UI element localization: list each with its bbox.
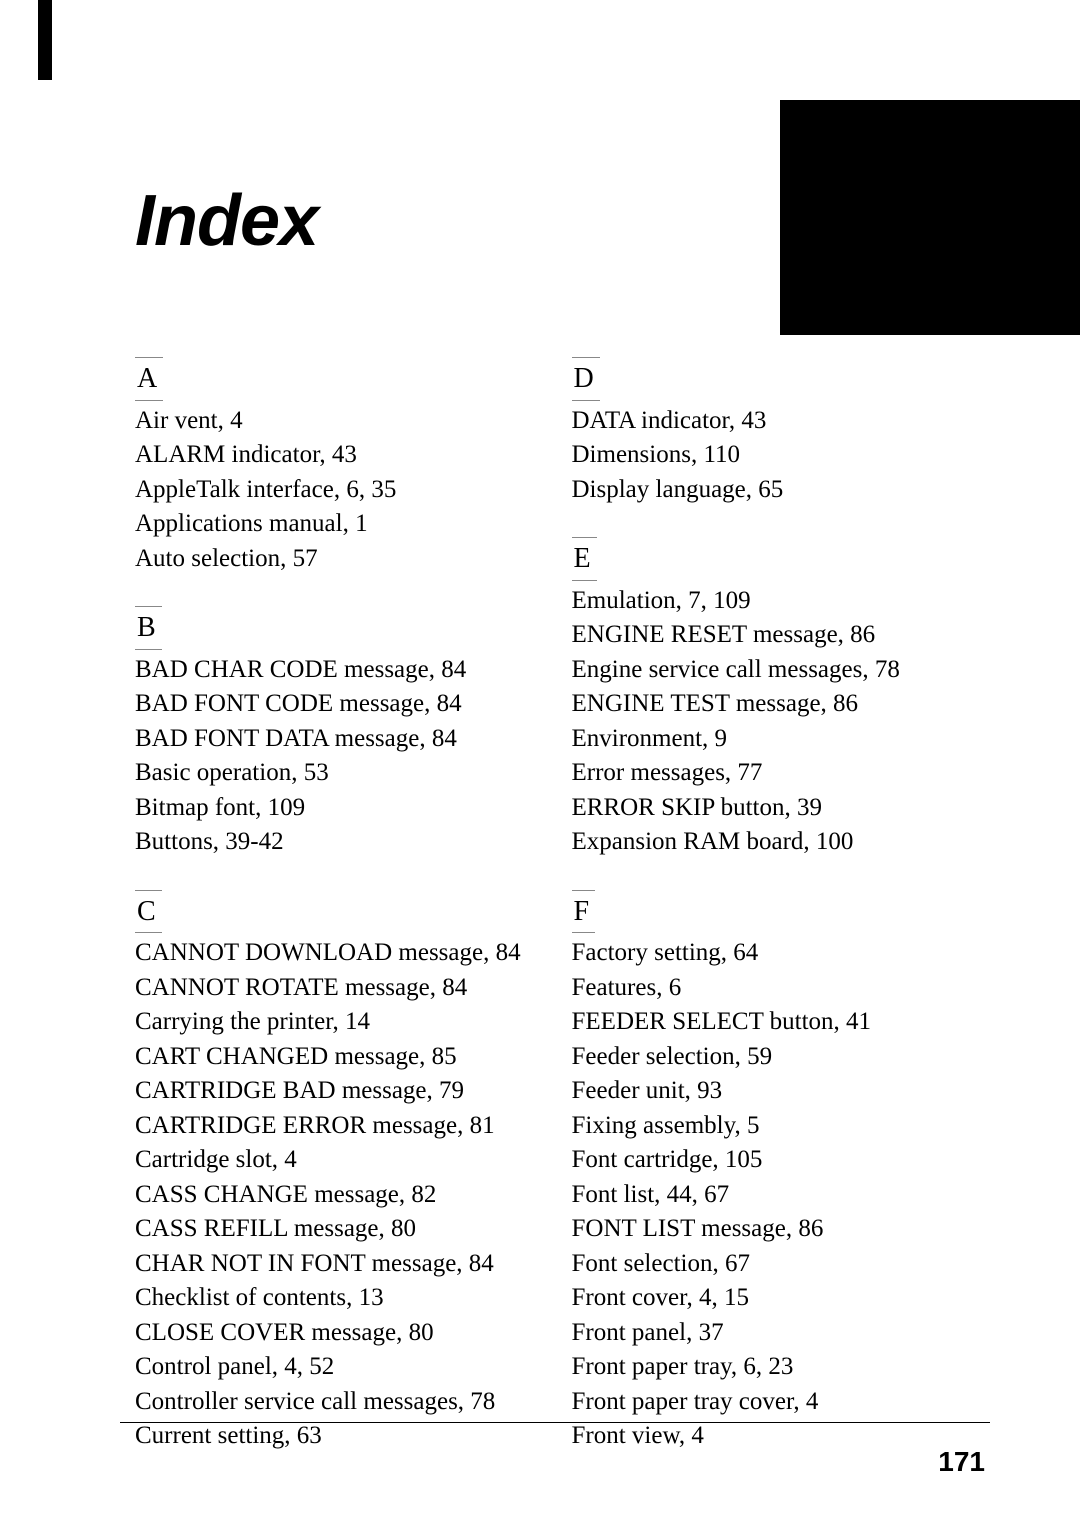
index-columns: A Air vent, 4 ALARM indicator, 43 AppleT… xyxy=(135,357,980,1462)
index-entry: Checklist of contents, 13 xyxy=(135,1281,544,1316)
index-entry: Fixing assembly, 5 xyxy=(572,1109,981,1144)
index-entry: Applications manual, 1 xyxy=(135,507,544,542)
index-entry: Emulation, 7, 109 xyxy=(572,584,981,619)
index-entry: Engine service call messages, 78 xyxy=(572,653,981,688)
index-entry: Font selection, 67 xyxy=(572,1247,981,1282)
column-left: A Air vent, 4 ALARM indicator, 43 AppleT… xyxy=(135,357,544,1462)
index-entry: ENGINE RESET message, 86 xyxy=(572,618,981,653)
index-entry: Control panel, 4, 52 xyxy=(135,1350,544,1385)
index-entry: Error messages, 77 xyxy=(572,756,981,791)
entries-e: Emulation, 7, 109 ENGINE RESET message, … xyxy=(572,584,981,860)
section-heading-a: A xyxy=(135,357,163,401)
index-entry: Basic operation, 53 xyxy=(135,756,544,791)
index-entry: AppleTalk interface, 6, 35 xyxy=(135,473,544,508)
index-entry: CARTRIDGE BAD message, 79 xyxy=(135,1074,544,1109)
index-entry: Controller service call messages, 78 xyxy=(135,1385,544,1420)
section-heading-f: F xyxy=(572,890,596,934)
index-entry: FEEDER SELECT button, 41 xyxy=(572,1005,981,1040)
index-entry: Dimensions, 110 xyxy=(572,438,981,473)
index-entry: Feeder unit, 93 xyxy=(572,1074,981,1109)
index-entry: CARTRIDGE ERROR message, 81 xyxy=(135,1109,544,1144)
index-entry: Expansion RAM board, 100 xyxy=(572,825,981,860)
index-entry: Features, 6 xyxy=(572,971,981,1006)
index-entry: ENGINE TEST message, 86 xyxy=(572,687,981,722)
entries-f: Factory setting, 64 Features, 6 FEEDER S… xyxy=(572,936,981,1454)
index-entry: Front view, 4 xyxy=(572,1419,981,1454)
section-heading-d: D xyxy=(572,357,600,401)
index-entry: ALARM indicator, 43 xyxy=(135,438,544,473)
index-entry: Air vent, 4 xyxy=(135,404,544,439)
index-entry: CLOSE COVER message, 80 xyxy=(135,1316,544,1351)
index-entry: BAD CHAR CODE message, 84 xyxy=(135,653,544,688)
entries-c: CANNOT DOWNLOAD message, 84 CANNOT ROTAT… xyxy=(135,936,544,1454)
index-entry: CASS CHANGE message, 82 xyxy=(135,1178,544,1213)
index-entry: BAD FONT DATA message, 84 xyxy=(135,722,544,757)
index-entry: Front paper tray cover, 4 xyxy=(572,1385,981,1420)
section-heading-b: B xyxy=(135,606,162,650)
entries-b: BAD CHAR CODE message, 84 BAD FONT CODE … xyxy=(135,653,544,860)
index-entry: Bitmap font, 109 xyxy=(135,791,544,826)
column-right: D DATA indicator, 43 Dimensions, 110 Dis… xyxy=(572,357,981,1462)
index-entry: Environment, 9 xyxy=(572,722,981,757)
index-entry: Front panel, 37 xyxy=(572,1316,981,1351)
index-entry: Front cover, 4, 15 xyxy=(572,1281,981,1316)
index-entry: Current setting, 63 xyxy=(135,1419,544,1454)
thumb-tab xyxy=(780,100,1080,335)
index-entry: Factory setting, 64 xyxy=(572,936,981,971)
section-heading-e: E xyxy=(572,537,597,581)
index-entry: DATA indicator, 43 xyxy=(572,404,981,439)
index-entry: Font cartridge, 105 xyxy=(572,1143,981,1178)
index-entry: CHAR NOT IN FONT message, 84 xyxy=(135,1247,544,1282)
index-entry: Font list, 44, 67 xyxy=(572,1178,981,1213)
index-entry: Front paper tray, 6, 23 xyxy=(572,1350,981,1385)
index-entry: Auto selection, 57 xyxy=(135,542,544,577)
index-entry: Cartridge slot, 4 xyxy=(135,1143,544,1178)
index-entry: FONT LIST message, 86 xyxy=(572,1212,981,1247)
page-edge-mark xyxy=(38,0,52,80)
entries-a: Air vent, 4 ALARM indicator, 43 AppleTal… xyxy=(135,404,544,577)
index-entry: CASS REFILL message, 80 xyxy=(135,1212,544,1247)
index-entry: Feeder selection, 59 xyxy=(572,1040,981,1075)
index-entry: BAD FONT CODE message, 84 xyxy=(135,687,544,722)
entries-d: DATA indicator, 43 Dimensions, 110 Displ… xyxy=(572,404,981,508)
index-entry: Display language, 65 xyxy=(572,473,981,508)
index-entry: CANNOT ROTATE message, 84 xyxy=(135,971,544,1006)
footer-rule xyxy=(120,1422,990,1423)
index-entry: Carrying the printer, 14 xyxy=(135,1005,544,1040)
index-entry: ERROR SKIP button, 39 xyxy=(572,791,981,826)
page-number: 171 xyxy=(938,1446,985,1478)
index-entry: CANNOT DOWNLOAD message, 84 xyxy=(135,936,544,971)
index-entry: CART CHANGED message, 85 xyxy=(135,1040,544,1075)
section-heading-c: C xyxy=(135,890,162,934)
index-entry: Buttons, 39-42 xyxy=(135,825,544,860)
